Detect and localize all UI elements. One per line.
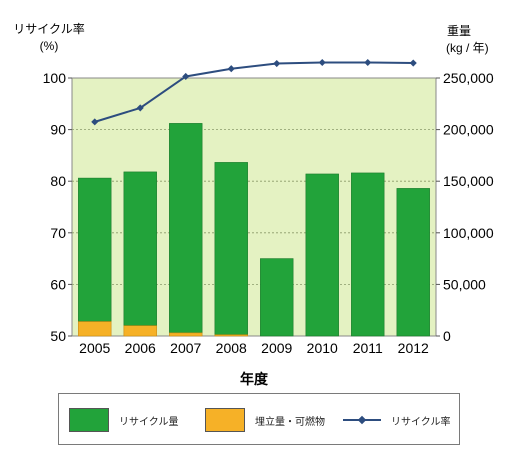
recycle-rate-point xyxy=(227,65,235,73)
right-axis-title-line2: (kg / 年) xyxy=(446,41,489,55)
left-tick-label: 70 xyxy=(50,225,66,241)
legend-line-recycle-rate xyxy=(343,408,381,432)
right-axis: 0 50,000 100,000 150,000 200,000 250,000 xyxy=(436,70,494,344)
recycle-rate-point xyxy=(409,59,417,67)
right-axis-title-line1: 重量 xyxy=(447,24,471,38)
recycling-chart: リサイクル率 (%) 重量 (kg / 年) 50 60 70 80 90 100 0 50… xyxy=(13,21,494,387)
left-tick-label: 100 xyxy=(43,70,67,86)
bars xyxy=(78,123,430,337)
legend-item-recycle-amount: リサイクル量 xyxy=(69,407,179,433)
legend-swatch-landfill xyxy=(205,408,245,432)
x-tick-label: 2006 xyxy=(125,340,156,356)
bar-recycle-amount xyxy=(396,188,430,337)
bar-landfill xyxy=(78,321,112,337)
x-tick-label: 2010 xyxy=(307,340,338,356)
bar-recycle-amount xyxy=(214,162,248,336)
bar-recycle-amount xyxy=(169,123,203,334)
left-tick-label: 80 xyxy=(50,173,66,189)
recycle-rate-point xyxy=(318,58,326,67)
bar-recycle-amount xyxy=(260,258,294,337)
right-tick-label: 250,000 xyxy=(443,70,494,86)
x-tick-label: 2005 xyxy=(79,340,110,356)
bar-recycle-amount xyxy=(123,171,157,326)
recycle-rate-point xyxy=(91,118,99,126)
right-tick-label: 50,000 xyxy=(443,276,486,292)
right-tick-label: 150,000 xyxy=(443,173,494,189)
left-axis-title-line1: リサイクル率 xyxy=(13,21,84,36)
legend-label-recycle-rate: リサイクル率 xyxy=(391,416,451,428)
x-tick-label: 2009 xyxy=(261,340,292,356)
bar-recycle-amount xyxy=(305,173,339,337)
x-tick-label: 2012 xyxy=(398,340,429,356)
right-tick-label: 200,000 xyxy=(443,122,494,138)
legend-item-landfill: 埋立量・可燃物 xyxy=(205,407,325,433)
left-axis: 50 60 70 80 90 100 xyxy=(43,70,72,344)
x-axis: 2005 2006 2007 2008 2009 2010 2011 2012 xyxy=(79,340,429,356)
x-tick-label: 2007 xyxy=(170,340,201,356)
left-tick-label: 60 xyxy=(50,276,66,292)
recycle-rate-polyline xyxy=(94,61,414,123)
recycle-rate-point xyxy=(136,104,144,112)
bar-recycle-amount xyxy=(78,177,112,322)
x-tick-label: 2008 xyxy=(216,340,247,356)
legend-label-landfill: 埋立量・可燃物 xyxy=(255,416,325,428)
left-tick-label: 90 xyxy=(50,122,66,138)
recycle-rate-point xyxy=(273,60,281,68)
recycle-rate-point xyxy=(182,72,190,80)
legend: リサイクル量 埋立量・可燃物 リサイクル率 xyxy=(58,393,460,445)
bar-landfill xyxy=(169,332,203,337)
bar-recycle-amount xyxy=(351,172,385,337)
left-tick-label: 50 xyxy=(50,328,66,344)
bar-landfill xyxy=(123,325,157,337)
legend-label-recycle-amount: リサイクル量 xyxy=(119,416,179,428)
legend-item-recycle-rate: リサイクル率 xyxy=(343,407,451,433)
right-tick-label: 0 xyxy=(443,328,451,344)
bar-landfill xyxy=(214,334,248,337)
recycle-rate-point xyxy=(364,58,372,67)
right-tick-label: 100,000 xyxy=(443,225,494,241)
legend-swatch-recycle-amount xyxy=(69,408,109,432)
left-axis-title-line2: (%) xyxy=(40,39,59,53)
x-axis-title: 年度 xyxy=(240,371,269,387)
recycle-rate-line xyxy=(91,58,417,126)
x-tick-label: 2011 xyxy=(353,340,383,356)
